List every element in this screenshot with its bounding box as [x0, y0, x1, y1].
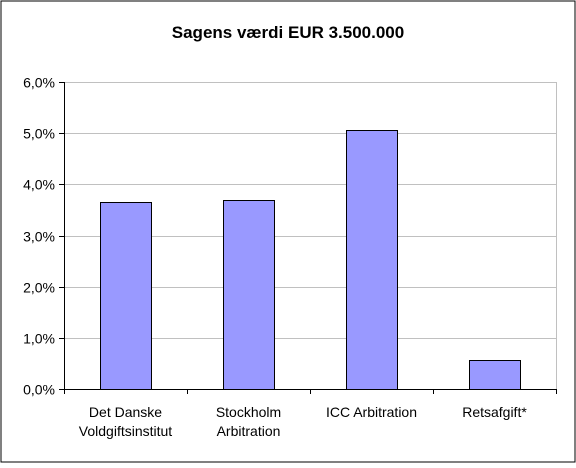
y-tick-label: 5,0% [23, 126, 55, 142]
bar [223, 200, 275, 390]
bar [100, 202, 152, 390]
bar [346, 130, 398, 390]
chart-title: Sagens værdi EUR 3.500.000 [172, 23, 404, 42]
x-tick-label: ICC Arbitration [326, 404, 417, 420]
x-tick-label: Retsafgift* [462, 404, 527, 420]
x-tick-label: Stockholm Arbitration [216, 404, 281, 439]
y-tick-label: 3,0% [23, 229, 55, 245]
x-tick-labels: Det Danske Voldgiftsinstitut Stockholm Arbi… [79, 404, 528, 439]
y-tick-label: 1,0% [23, 331, 55, 347]
y-tick-labels: 0,0% 1,0% 2,0% 3,0% 4,0% 5,0% 6,0% [23, 75, 55, 398]
bar [469, 360, 521, 390]
y-tick-label: 6,0% [23, 75, 55, 91]
y-tick-label: 0,0% [23, 382, 55, 398]
y-tick-label: 4,0% [23, 177, 55, 193]
y-tick-label: 2,0% [23, 280, 55, 296]
x-tick-label: Det Danske Voldgiftsinstitut [79, 404, 172, 439]
bars [100, 130, 521, 390]
